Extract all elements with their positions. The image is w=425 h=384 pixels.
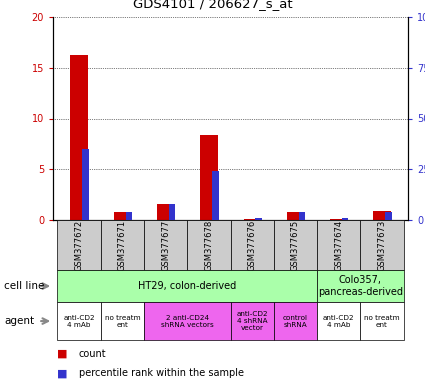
Bar <box>255 218 262 220</box>
Text: Colo357,
pancreas-derived: Colo357, pancreas-derived <box>318 275 403 297</box>
Bar <box>385 212 392 220</box>
Bar <box>82 149 89 220</box>
Bar <box>287 212 304 220</box>
Text: GSM377671: GSM377671 <box>118 220 127 271</box>
Bar <box>299 212 305 220</box>
Bar <box>126 212 132 220</box>
Text: GSM377672: GSM377672 <box>75 220 84 271</box>
Text: GSM377676: GSM377676 <box>248 219 257 271</box>
Bar <box>360 220 404 270</box>
Text: cell line: cell line <box>4 281 45 291</box>
Text: ■: ■ <box>57 369 68 379</box>
Bar <box>360 302 404 340</box>
Bar <box>57 302 101 340</box>
Text: anti-CD2
4 shRNA
vector: anti-CD2 4 shRNA vector <box>236 311 268 331</box>
Text: control
shRNA: control shRNA <box>283 314 308 328</box>
Bar <box>230 302 274 340</box>
Bar <box>274 302 317 340</box>
Text: ■: ■ <box>57 349 68 359</box>
Bar <box>71 55 88 220</box>
Text: count: count <box>79 349 106 359</box>
Bar <box>374 211 391 220</box>
Bar <box>114 212 131 220</box>
Text: anti-CD2
4 mAb: anti-CD2 4 mAb <box>63 314 95 328</box>
Bar <box>144 302 230 340</box>
Bar <box>187 220 230 270</box>
Text: percentile rank within the sample: percentile rank within the sample <box>79 369 244 379</box>
Bar <box>101 302 144 340</box>
Bar <box>57 270 317 302</box>
Text: GSM377675: GSM377675 <box>291 220 300 271</box>
Text: GSM377677: GSM377677 <box>161 219 170 271</box>
Bar <box>169 204 176 220</box>
Text: anti-CD2
4 mAb: anti-CD2 4 mAb <box>323 314 354 328</box>
Bar <box>101 220 144 270</box>
Bar <box>330 219 347 220</box>
Bar <box>342 218 348 220</box>
Bar <box>274 220 317 270</box>
Bar <box>144 220 187 270</box>
Text: GDS4101 / 206627_s_at: GDS4101 / 206627_s_at <box>133 0 292 10</box>
Bar <box>244 219 261 220</box>
Bar <box>212 171 218 220</box>
Bar <box>317 270 404 302</box>
Text: no treatm
ent: no treatm ent <box>105 314 140 328</box>
Bar <box>317 220 360 270</box>
Bar <box>57 220 101 270</box>
Text: no treatm
ent: no treatm ent <box>364 314 400 328</box>
Bar <box>157 204 174 220</box>
Bar <box>200 135 218 220</box>
Text: 2 anti-CD24
shRNA vectors: 2 anti-CD24 shRNA vectors <box>161 314 214 328</box>
Text: agent: agent <box>4 316 34 326</box>
Bar <box>230 220 274 270</box>
Text: GSM377674: GSM377674 <box>334 220 343 271</box>
Text: GSM377678: GSM377678 <box>204 219 213 271</box>
Text: HT29, colon-derived: HT29, colon-derived <box>138 281 236 291</box>
Text: GSM377673: GSM377673 <box>377 219 386 271</box>
Bar <box>317 302 360 340</box>
